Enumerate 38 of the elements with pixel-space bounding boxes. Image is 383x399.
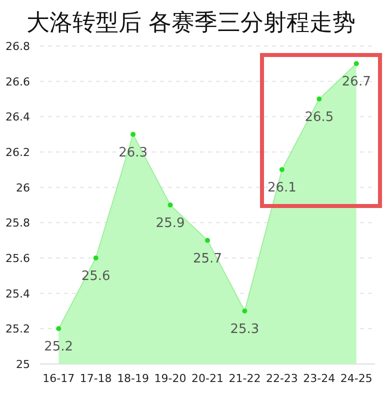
y-tick-label: 26.2 bbox=[6, 146, 30, 159]
data-label: 26.3 bbox=[118, 145, 148, 160]
y-tick-label: 25.4 bbox=[6, 287, 30, 300]
x-tick-label: 21-22 bbox=[228, 372, 261, 385]
point bbox=[316, 96, 322, 102]
data-label: 26.7 bbox=[342, 74, 371, 90]
y-tick-label: 25.8 bbox=[6, 216, 30, 230]
y-tick-label: 26.6 bbox=[6, 75, 30, 88]
y-tick-label: 25 bbox=[16, 358, 30, 371]
x-tick-label: 19-20 bbox=[154, 372, 186, 385]
data-label: 25.2 bbox=[44, 340, 74, 355]
point bbox=[56, 326, 62, 332]
data-label: 25.9 bbox=[156, 216, 185, 231]
y-tick-label: 25.6 bbox=[6, 252, 30, 265]
point bbox=[242, 308, 248, 314]
point bbox=[354, 61, 359, 66]
data-label: 25.3 bbox=[230, 322, 260, 337]
x-tick-label: 24-25 bbox=[340, 372, 372, 385]
data-label: 26.1 bbox=[267, 180, 296, 196]
x-tick-label: 16-17 bbox=[42, 372, 75, 385]
y-tick-label: 26.4 bbox=[6, 110, 30, 124]
point bbox=[279, 167, 284, 172]
x-tick-label: 23-24 bbox=[303, 372, 336, 385]
point bbox=[168, 202, 173, 208]
y-tick-label: 25.2 bbox=[6, 322, 30, 336]
y-tick-label: 26 bbox=[16, 181, 30, 194]
chart-title: 大洛转型后 各赛季三分射程走势 bbox=[26, 10, 356, 36]
x-tick-label: 18-19 bbox=[117, 372, 150, 385]
y-tick-label: 26.8 bbox=[6, 40, 30, 53]
x-tick-label: 22-23 bbox=[266, 372, 298, 385]
point bbox=[93, 256, 98, 260]
point bbox=[205, 238, 210, 243]
point bbox=[130, 132, 136, 137]
x-tick-label: 17-18 bbox=[80, 372, 112, 385]
x-tick-label: 20-21 bbox=[192, 372, 224, 385]
data-label: 25.7 bbox=[193, 251, 222, 266]
data-label: 25.6 bbox=[81, 269, 110, 284]
data-label: 26.5 bbox=[304, 110, 334, 125]
